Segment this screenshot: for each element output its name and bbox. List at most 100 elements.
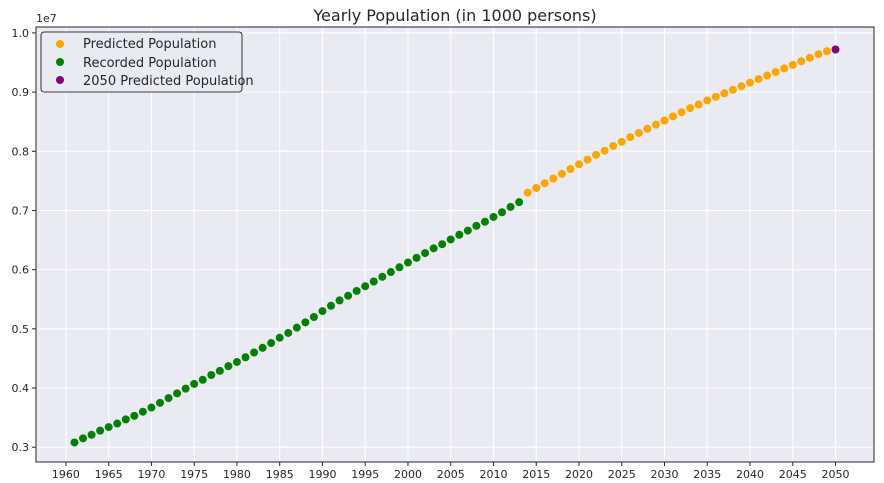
recorded-point xyxy=(472,221,481,230)
recorded-point xyxy=(232,357,241,366)
x-tick-label: 2035 xyxy=(693,468,721,481)
recorded-point xyxy=(412,253,421,262)
predicted-point xyxy=(609,141,618,150)
legend-marker-recorded xyxy=(56,58,64,66)
recorded-point xyxy=(292,323,301,332)
predicted-point xyxy=(677,108,686,117)
predicted-point xyxy=(711,92,720,101)
recorded-point xyxy=(438,240,447,249)
recorded-point xyxy=(87,430,96,439)
recorded-point xyxy=(138,407,147,416)
legend-label-predicted: Predicted Population xyxy=(83,37,216,52)
legend-marker-2050 xyxy=(56,76,64,84)
predicted-point xyxy=(557,169,566,178)
recorded-point xyxy=(369,277,378,286)
recorded-point xyxy=(79,434,88,443)
recorded-point xyxy=(515,198,524,207)
x-tick-label: 2000 xyxy=(394,468,422,481)
recorded-point xyxy=(480,217,489,226)
x-tick-label: 2050 xyxy=(822,468,850,481)
data-points xyxy=(70,45,840,447)
recorded-point xyxy=(198,375,207,384)
predicted-point xyxy=(763,71,772,80)
y-tick-label: 0.4 xyxy=(12,382,30,395)
chart-title: Yearly Population (in 1000 persons) xyxy=(312,6,596,25)
recorded-point xyxy=(215,366,224,375)
predicted-point xyxy=(660,116,669,125)
recorded-point xyxy=(173,389,182,398)
recorded-point xyxy=(130,411,139,420)
x-tick-label: 2020 xyxy=(565,468,593,481)
recorded-point xyxy=(224,362,233,371)
x-tick-label: 2030 xyxy=(651,468,679,481)
recorded-point xyxy=(275,333,284,342)
x-tick-label: 2005 xyxy=(437,468,465,481)
recorded-point xyxy=(104,423,113,432)
2050-point xyxy=(831,45,840,54)
y-tick-label: 0.5 xyxy=(12,323,30,336)
recorded-point xyxy=(344,291,353,300)
predicted-point xyxy=(617,137,626,146)
recorded-point xyxy=(207,371,216,379)
recorded-point xyxy=(463,226,472,235)
x-tick-label: 1965 xyxy=(95,468,123,481)
legend-label-2050: 2050 Predicted Population xyxy=(83,74,254,89)
x-tick-label: 1980 xyxy=(223,468,251,481)
recorded-point xyxy=(395,263,404,272)
plot-frame xyxy=(35,26,875,463)
predicted-point xyxy=(754,75,763,84)
x-tick-label: 1970 xyxy=(137,468,165,481)
y-tick-label: 1.0 xyxy=(12,27,30,40)
predicted-point xyxy=(797,57,806,66)
recorded-point xyxy=(421,249,430,258)
recorded-point xyxy=(403,258,412,267)
predicted-point xyxy=(771,67,780,76)
recorded-point xyxy=(241,353,250,362)
recorded-point xyxy=(386,268,395,277)
recorded-point xyxy=(455,230,464,239)
x-tick-label: 2010 xyxy=(479,468,507,481)
legend-marker-predicted xyxy=(56,40,64,48)
recorded-point xyxy=(489,212,498,221)
predicted-point xyxy=(592,150,601,159)
predicted-point xyxy=(634,128,643,137)
recorded-point xyxy=(335,296,344,305)
x-tick-label: 1975 xyxy=(180,468,208,481)
y-tick-label: 0.6 xyxy=(12,264,30,277)
x-tick-label: 1960 xyxy=(52,468,80,481)
recorded-point xyxy=(429,244,438,253)
y-tick-label: 0.7 xyxy=(12,204,30,217)
predicted-point xyxy=(540,179,549,188)
predicted-point xyxy=(814,50,823,59)
x-tick-label: 1990 xyxy=(308,468,336,481)
recorded-point xyxy=(284,328,293,337)
predicted-point xyxy=(651,120,660,129)
predicted-point xyxy=(669,112,678,121)
recorded-point xyxy=(352,286,361,295)
y-tick-label: 0.8 xyxy=(12,145,30,158)
x-tick-label: 2045 xyxy=(779,468,807,481)
predicted-point xyxy=(703,96,712,105)
recorded-point xyxy=(70,438,79,447)
recorded-point xyxy=(258,343,267,352)
predicted-point xyxy=(780,64,789,73)
predicted-point xyxy=(822,47,831,56)
predicted-point xyxy=(626,133,635,142)
predicted-point xyxy=(694,100,703,109)
recorded-point xyxy=(498,208,507,217)
legend-box xyxy=(40,31,243,93)
recorded-point xyxy=(155,398,164,407)
predicted-point xyxy=(788,60,797,69)
y-tick-label: 0.9 xyxy=(12,86,30,99)
y-offset-text: 1e7 xyxy=(36,12,57,25)
recorded-point xyxy=(181,384,190,393)
x-tick-label: 2025 xyxy=(608,468,636,481)
predicted-point xyxy=(566,165,575,174)
predicted-point xyxy=(805,53,814,62)
predicted-point xyxy=(532,183,541,192)
recorded-point xyxy=(121,415,130,424)
recorded-point xyxy=(361,282,370,291)
recorded-point xyxy=(318,307,327,316)
predicted-point xyxy=(574,160,583,169)
